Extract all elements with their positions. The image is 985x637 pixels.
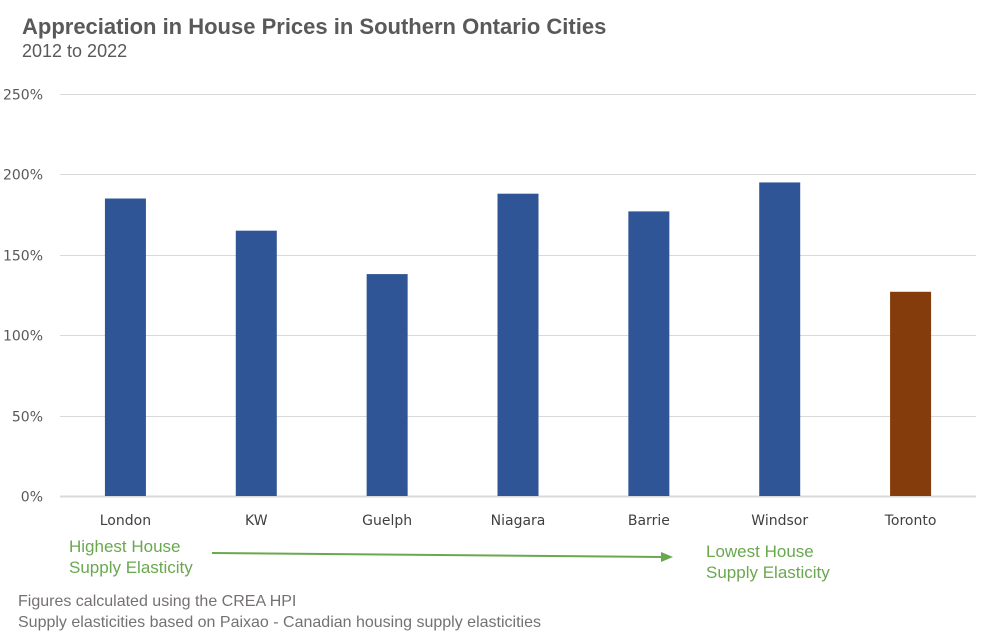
bar-barrie: [628, 211, 670, 496]
bar-kw: [235, 230, 277, 496]
y-tick-label: 150%: [3, 249, 43, 265]
arrow-head: [661, 552, 673, 562]
y-tick-label: 50%: [12, 410, 43, 426]
annotation-highest-elasticity: Highest House Supply Elasticity: [69, 536, 193, 578]
x-tick-label: Windsor: [751, 513, 808, 529]
bar-guelph: [366, 274, 408, 496]
annotation-left-line1: Highest House: [69, 537, 181, 556]
y-tick-label: 100%: [3, 329, 43, 345]
x-axis-ticks: London KW Guelph Niagara Barrie Windsor Toront…: [100, 513, 937, 529]
bars: [104, 182, 932, 497]
annotation-right-line1: Lowest House: [706, 542, 814, 561]
bar-toronto: [890, 291, 932, 496]
chart-title: Appreciation in House Prices in Southern…: [22, 14, 607, 39]
x-tick-label: KW: [245, 513, 268, 529]
annotation-left-line2: Supply Elasticity: [69, 558, 193, 577]
y-tick-label: 250%: [3, 88, 43, 104]
bar-niagara: [497, 193, 539, 497]
x-tick-label: London: [100, 513, 151, 529]
annotation-right-line2: Supply Elasticity: [706, 563, 830, 582]
annotation-lowest-elasticity: Lowest House Supply Elasticity: [706, 541, 830, 583]
x-tick-label: Niagara: [491, 513, 546, 529]
x-tick-label: Barrie: [628, 513, 670, 529]
y-tick-label: 200%: [3, 168, 43, 184]
footer-line1: Figures calculated using the CREA HPI: [18, 593, 297, 610]
arrow-line: [211, 552, 663, 558]
x-tick-label: Toronto: [884, 513, 937, 529]
x-tick-label: Guelph: [362, 513, 412, 529]
y-axis-ticks: 0% 50% 100% 150% 200% 250%: [3, 88, 43, 506]
chart-subtitle: 2012 to 2022: [22, 41, 128, 61]
footer-line2: Supply elasticities based on Paixao - Ca…: [18, 614, 541, 631]
elasticity-arrow: [211, 552, 673, 562]
y-tick-label: 0%: [21, 490, 43, 506]
footer-notes: Figures calculated using the CREA HPI Su…: [18, 591, 541, 633]
bar-london: [104, 198, 146, 496]
bar-windsor: [759, 182, 801, 496]
